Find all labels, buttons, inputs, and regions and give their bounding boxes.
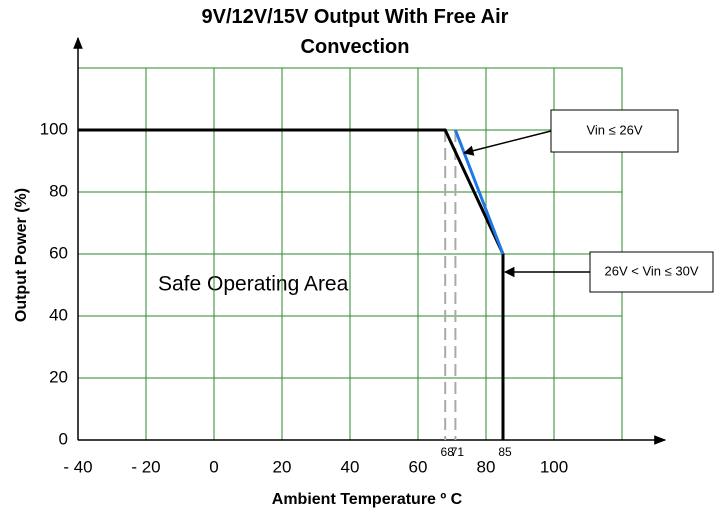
x-tick-label: - 40 (63, 457, 92, 476)
y-tick-label: 0 (59, 429, 68, 448)
x-tick-label: 80 (477, 457, 496, 476)
marked-x-label: 71 (451, 445, 465, 459)
callout-box (589, 251, 714, 293)
annotation: Safe Operating Area (158, 273, 349, 296)
x-tick-label: 0 (209, 457, 218, 476)
marked-x-label: 68 (441, 445, 455, 459)
marked-x-label: 85 (498, 445, 512, 459)
x-tick-label: - 20 (131, 457, 160, 476)
x-tick-label: 40 (341, 457, 360, 476)
line-series (78, 128, 505, 440)
y-tick-label: 100 (40, 119, 68, 138)
callout-label: Vin ≤ 26V (586, 122, 642, 137)
y-tick-label: 80 (49, 181, 68, 200)
x-axis-label: Ambient Temperature º C (272, 491, 463, 508)
x-tick-label: 100 (540, 457, 568, 476)
x-tick-label: 60 (409, 457, 428, 476)
y-axis-label: Output Power (%) (13, 188, 30, 322)
y-tick-label: 20 (49, 367, 68, 386)
chart-title: 9V/12V/15V Output With Free Air Convecti… (201, 6, 509, 58)
x-tick-label: 20 (273, 457, 292, 476)
y-tick-label: 40 (49, 305, 68, 324)
y-tick-label: 60 (49, 243, 68, 262)
callout-arrow (462, 130, 552, 156)
callout-label: 26V < Vin ≤ 30V (605, 263, 699, 278)
